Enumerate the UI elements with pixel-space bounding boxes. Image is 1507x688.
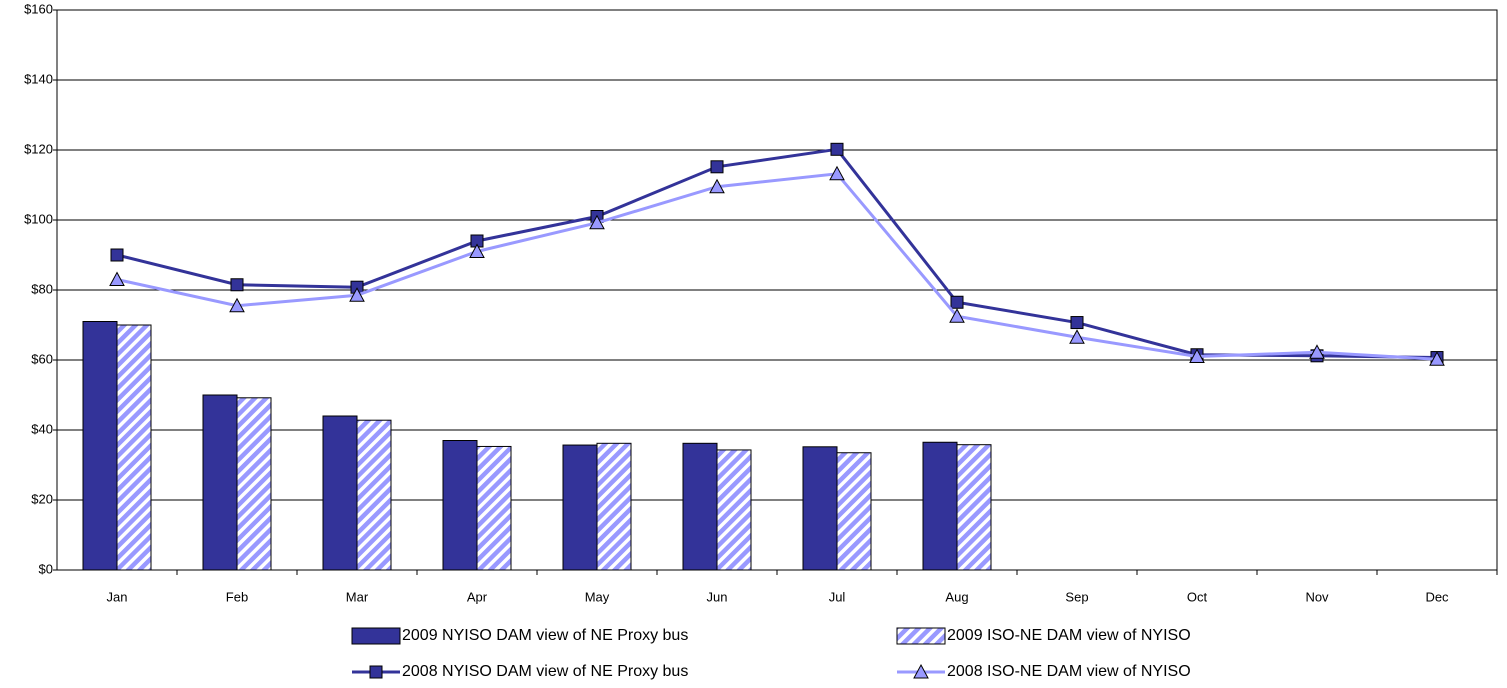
point (1429, 351, 1445, 366)
x-tick-label: Feb (226, 589, 248, 604)
bar (236, 397, 272, 571)
legend-marker (913, 663, 929, 679)
x-tick-label: Jul (829, 589, 846, 604)
bar (82, 321, 118, 571)
point (829, 165, 845, 181)
legend-label: 2009 NYISO DAM view of NE Proxy bus (402, 627, 688, 644)
y-tick-label: $60 (31, 351, 53, 366)
point (229, 297, 245, 313)
bar (202, 394, 238, 571)
legend-label: 2008 ISO-NE DAM view of NYISO (947, 663, 1191, 680)
x-tick-label: Dec (1425, 589, 1449, 604)
point (950, 295, 964, 309)
bar (596, 442, 632, 571)
bar (956, 444, 992, 571)
plot-border (56, 9, 1498, 571)
legend-label: 2009 ISO-NE DAM view of NYISO (947, 627, 1191, 644)
y-tick-label: $140 (24, 71, 53, 86)
bar (562, 444, 598, 571)
legend-marker (369, 665, 383, 679)
y-tick-label: $0 (39, 561, 53, 576)
legend-swatch (896, 627, 946, 645)
legend-swatch (351, 627, 401, 645)
legend-label: 2008 NYISO DAM view of NE Proxy bus (402, 663, 688, 680)
x-tick-label: Sep (1065, 589, 1088, 604)
bar (442, 440, 478, 571)
y-tick-label: $80 (31, 281, 53, 296)
y-tick-label: $100 (24, 211, 53, 226)
x-tick-label: Jan (107, 589, 128, 604)
y-tick-label: $120 (24, 141, 53, 156)
point (109, 271, 125, 286)
point (1069, 329, 1085, 344)
x-tick-label: Apr (467, 589, 488, 604)
bar (356, 419, 392, 571)
bar (476, 445, 512, 571)
point (949, 308, 965, 323)
x-tick-label: Jun (707, 589, 728, 604)
point (469, 243, 485, 258)
point (1189, 348, 1205, 363)
point (1309, 344, 1325, 359)
x-tick-label: Oct (1187, 589, 1208, 604)
bar (682, 442, 718, 571)
x-tick-label: Aug (945, 589, 968, 604)
x-tick-label: May (585, 589, 610, 604)
bar (716, 449, 752, 571)
bar (836, 452, 872, 571)
bar (922, 441, 958, 571)
point (1070, 316, 1084, 330)
y-tick-label: $160 (24, 1, 53, 16)
x-tick-label: Nov (1305, 589, 1329, 604)
bar (116, 324, 152, 571)
y-tick-label: $40 (31, 421, 53, 436)
point (230, 278, 244, 292)
point (589, 214, 605, 230)
y-tick-label: $20 (31, 491, 53, 506)
bar (802, 446, 838, 571)
bar (322, 415, 358, 571)
point (349, 287, 365, 302)
point (710, 160, 724, 174)
point (709, 178, 725, 194)
x-tick-label: Mar (346, 589, 369, 604)
point (110, 248, 124, 262)
point (830, 142, 844, 156)
line (116, 172, 1438, 361)
